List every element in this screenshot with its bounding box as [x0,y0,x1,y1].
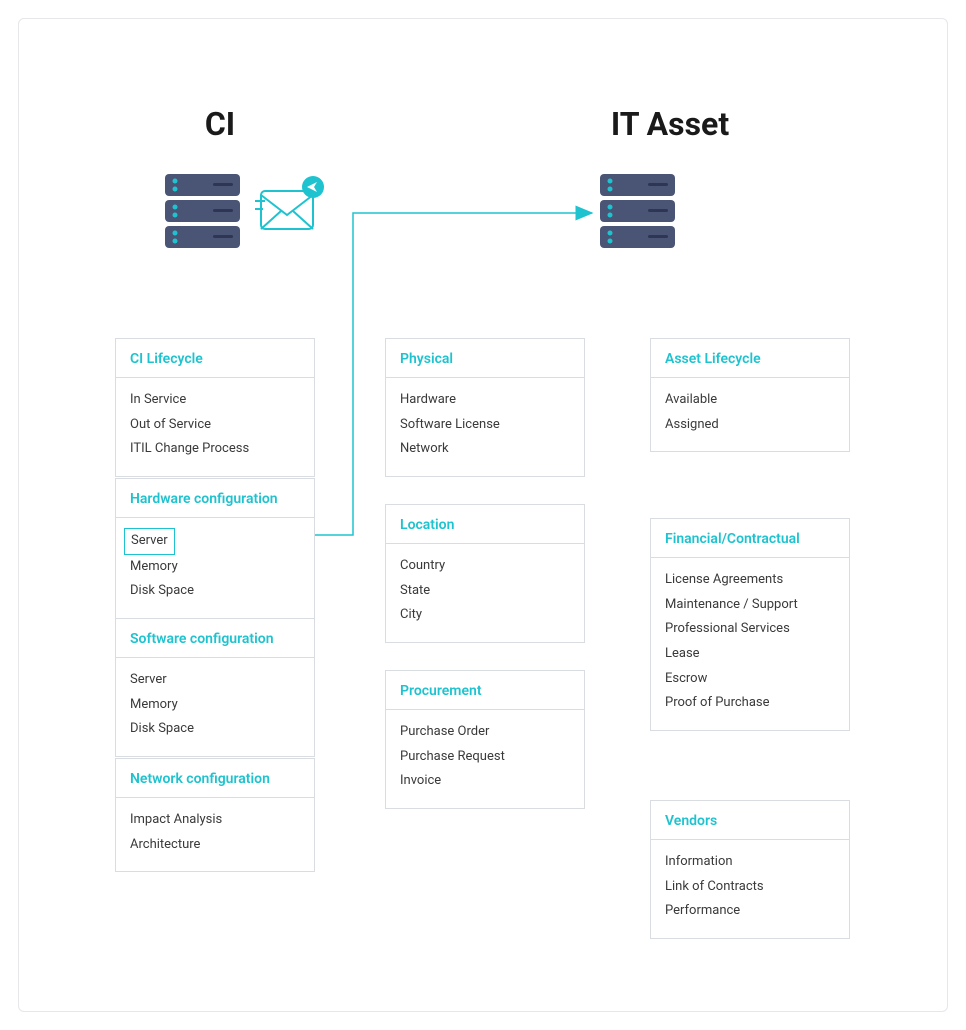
list-item: Out of Service [130,413,300,438]
card-list-sw-config: ServerMemoryDisk Space [116,658,314,756]
card-list-hw-config: ServerMemoryDisk Space [116,518,314,618]
list-item: Proof of Purchase [665,691,835,716]
card-procurement: ProcurementPurchase OrderPurchase Reques… [385,670,585,809]
card-vendors: VendorsInformationLink of ContractsPerfo… [650,800,850,939]
card-list-procurement: Purchase OrderPurchase RequestInvoice [386,710,584,808]
list-item: Maintenance / Support [665,593,835,618]
list-item: Invoice [400,769,570,794]
card-list-asset-lifecycle: AvailableAssigned [651,378,849,451]
card-title-ci-lifecycle: CI Lifecycle [116,339,314,378]
card-title-net-config: Network configuration [116,759,314,798]
list-item: Lease [665,642,835,667]
card-list-vendors: InformationLink of ContractsPerformance [651,840,849,938]
mail-send-icon [255,175,330,244]
card-title-hw-config: Hardware configuration [116,479,314,518]
server-stack-icon-right [600,172,675,256]
card-list-net-config: Impact AnalysisArchitecture [116,798,314,871]
card-title-vendors: Vendors [651,801,849,840]
card-physical: PhysicalHardwareSoftware LicenseNetwork [385,338,585,477]
list-item: Memory [130,693,300,718]
card-title-procurement: Procurement [386,671,584,710]
list-item: Available [665,388,835,413]
list-item: Disk Space [130,717,300,742]
list-item: Performance [665,899,835,924]
card-list-location: CountryStateCity [386,544,584,642]
card-title-physical: Physical [386,339,584,378]
card-financial: Financial/ContractualLicense AgreementsM… [650,518,850,731]
card-title-asset-lifecycle: Asset Lifecycle [651,339,849,378]
list-item: Assigned [665,413,835,438]
list-item: Server [130,668,300,693]
card-list-financial: License AgreementsMaintenance / SupportP… [651,558,849,730]
card-title-location: Location [386,505,584,544]
title-asset: IT Asset [570,105,770,143]
list-item: Purchase Request [400,745,570,770]
card-location: LocationCountryStateCity [385,504,585,643]
list-item: Link of Contracts [665,875,835,900]
server-stack-icon-left [165,172,240,256]
list-item: Memory [130,555,300,580]
list-item: City [400,603,570,628]
title-ci: CI [170,105,270,143]
list-item: Software License [400,413,570,438]
list-item: Impact Analysis [130,808,300,833]
card-net-config: Network configurationImpact AnalysisArch… [115,758,315,872]
card-list-physical: HardwareSoftware LicenseNetwork [386,378,584,476]
card-title-financial: Financial/Contractual [651,519,849,558]
list-item: Information [665,850,835,875]
list-item: Country [400,554,570,579]
list-item: Architecture [130,833,300,858]
list-item: State [400,579,570,604]
list-item: Escrow [665,667,835,692]
card-asset-lifecycle: Asset LifecycleAvailableAssigned [650,338,850,452]
list-item: License Agreements [665,568,835,593]
card-title-sw-config: Software configuration [116,619,314,658]
list-item: In Service [130,388,300,413]
highlighted-item: Server [124,528,175,555]
list-item: Purchase Order [400,720,570,745]
card-ci-lifecycle: CI LifecycleIn ServiceOut of ServiceITIL… [115,338,315,477]
card-sw-config: Software configurationServerMemoryDisk S… [115,618,315,757]
list-item: Server [130,528,300,555]
list-item: Disk Space [130,579,300,604]
list-item: ITIL Change Process [130,437,300,462]
list-item: Network [400,437,570,462]
card-hw-config: Hardware configurationServerMemoryDisk S… [115,478,315,619]
card-list-ci-lifecycle: In ServiceOut of ServiceITIL Change Proc… [116,378,314,476]
list-item: Professional Services [665,617,835,642]
list-item: Hardware [400,388,570,413]
